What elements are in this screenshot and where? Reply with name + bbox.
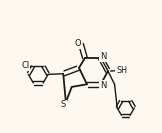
Text: N: N (100, 81, 106, 90)
Text: S: S (61, 100, 66, 109)
Text: O: O (74, 39, 81, 48)
Text: SH: SH (116, 66, 127, 75)
Text: N: N (100, 52, 106, 61)
Text: Cl: Cl (22, 61, 30, 70)
